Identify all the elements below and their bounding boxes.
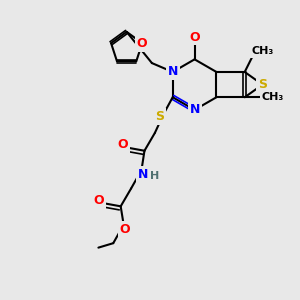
Text: CH₃: CH₃ (261, 92, 284, 102)
Text: H: H (150, 171, 160, 181)
Text: CH₃: CH₃ (251, 46, 274, 56)
Text: O: O (120, 223, 130, 236)
Text: O: O (137, 37, 148, 50)
Text: O: O (94, 194, 104, 207)
Text: N: N (138, 168, 148, 181)
Text: N: N (167, 65, 178, 79)
Text: S: S (258, 78, 267, 91)
Text: S: S (155, 110, 164, 123)
Text: N: N (189, 103, 200, 116)
Text: O: O (189, 31, 200, 44)
Text: O: O (118, 138, 128, 151)
